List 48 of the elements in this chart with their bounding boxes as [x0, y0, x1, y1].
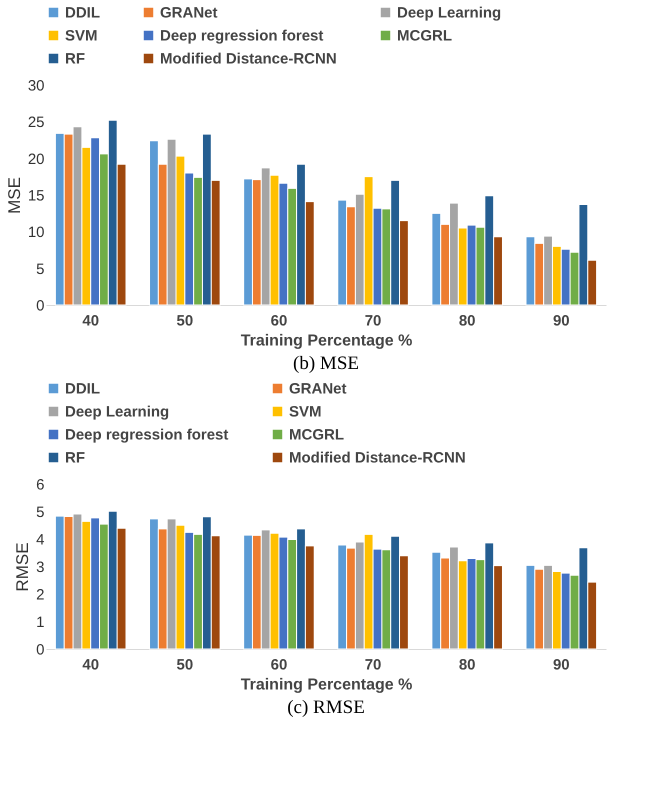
x-tick-label: 60: [270, 312, 288, 330]
y-tick-label: 0: [36, 642, 44, 658]
legend-label: MCGRL: [289, 426, 344, 444]
y-tick-label: 5: [36, 260, 44, 278]
legend-label: RF: [65, 50, 85, 68]
x-tick-label: 40: [82, 312, 100, 330]
legend-label: Deep regression forest: [65, 426, 228, 444]
text: (c) RMSE: [287, 697, 365, 718]
y-tick-label: 25: [28, 114, 44, 132]
legend-label: GRANet: [289, 380, 347, 398]
y-tick-label: 0: [36, 298, 44, 314]
y-axis-title: RMSE: [13, 542, 32, 592]
legend-label: Deep regression forest: [160, 28, 324, 44]
legend-label: GRANet: [160, 4, 218, 22]
x-tick-label: 40: [82, 656, 100, 674]
legend-label: Modified Distance-RCNN: [289, 450, 466, 466]
legend-label: SVM: [289, 404, 322, 420]
x-tick-label: 90: [552, 312, 570, 330]
x-tick-label: 90: [552, 656, 570, 674]
x-tick-label: 70: [364, 312, 382, 330]
text: (b) MSE: [293, 353, 359, 374]
legend-label: Modified Distance-RCNN: [160, 50, 337, 68]
x-tick-label: 70: [364, 656, 382, 674]
y-axis-title: MSE: [4, 177, 24, 214]
y-tick-label: 3: [36, 559, 44, 576]
legend-label: SVM: [65, 28, 98, 44]
legend-label: DDIL: [65, 4, 100, 22]
x-tick-label: 80: [458, 312, 476, 330]
y-tick-label: 10: [28, 224, 44, 242]
legend-label: Deep Learning: [397, 4, 502, 22]
legend-label: DDIL: [65, 380, 100, 398]
x-axis-title: Training Percentage %: [240, 332, 412, 350]
legend-label: Deep Learning: [65, 404, 170, 420]
x-tick-label: 60: [270, 656, 288, 674]
y-tick-label: 1: [36, 614, 44, 631]
legend-label: RF: [65, 450, 85, 466]
x-axis-title: Training Percentage %: [240, 676, 412, 694]
y-tick-label: 20: [28, 150, 44, 168]
legend-label: MCGRL: [397, 28, 452, 44]
y-tick-label: 4: [36, 532, 44, 548]
y-tick-label: 6: [36, 476, 44, 494]
y-tick-label: 30: [28, 78, 44, 94]
y-tick-label: 5: [36, 504, 44, 521]
x-tick-label: 80: [458, 656, 476, 674]
y-tick-label: 15: [28, 188, 44, 204]
y-tick-label: 2: [36, 586, 44, 604]
x-tick-label: 50: [176, 312, 194, 330]
x-tick-label: 50: [176, 656, 194, 674]
